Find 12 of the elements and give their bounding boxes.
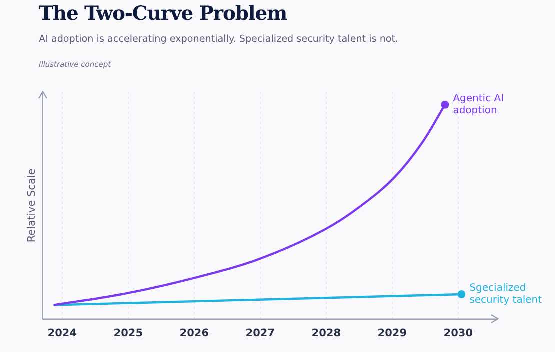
chart-title: The Two-Curve Problem [39, 2, 288, 25]
x-tick-label: 2024 [48, 327, 78, 340]
series-label: Agentic AI adoption [453, 93, 504, 116]
series-label: Sgecialized security talent [470, 283, 542, 306]
x-tick-label: 2029 [378, 327, 408, 340]
x-tick-label: 2026 [180, 327, 210, 340]
y-axis-title: Relative Scale [26, 168, 38, 243]
x-tick-label: 2028 [312, 327, 342, 340]
chart-subtitle: AI adoption is accelerating exponentially. Specialized security talent is not. [39, 34, 399, 45]
x-tick-label: 2027 [246, 327, 276, 340]
x-tick-label: 2030 [444, 327, 474, 340]
x-tick-label: 2025 [114, 327, 144, 340]
